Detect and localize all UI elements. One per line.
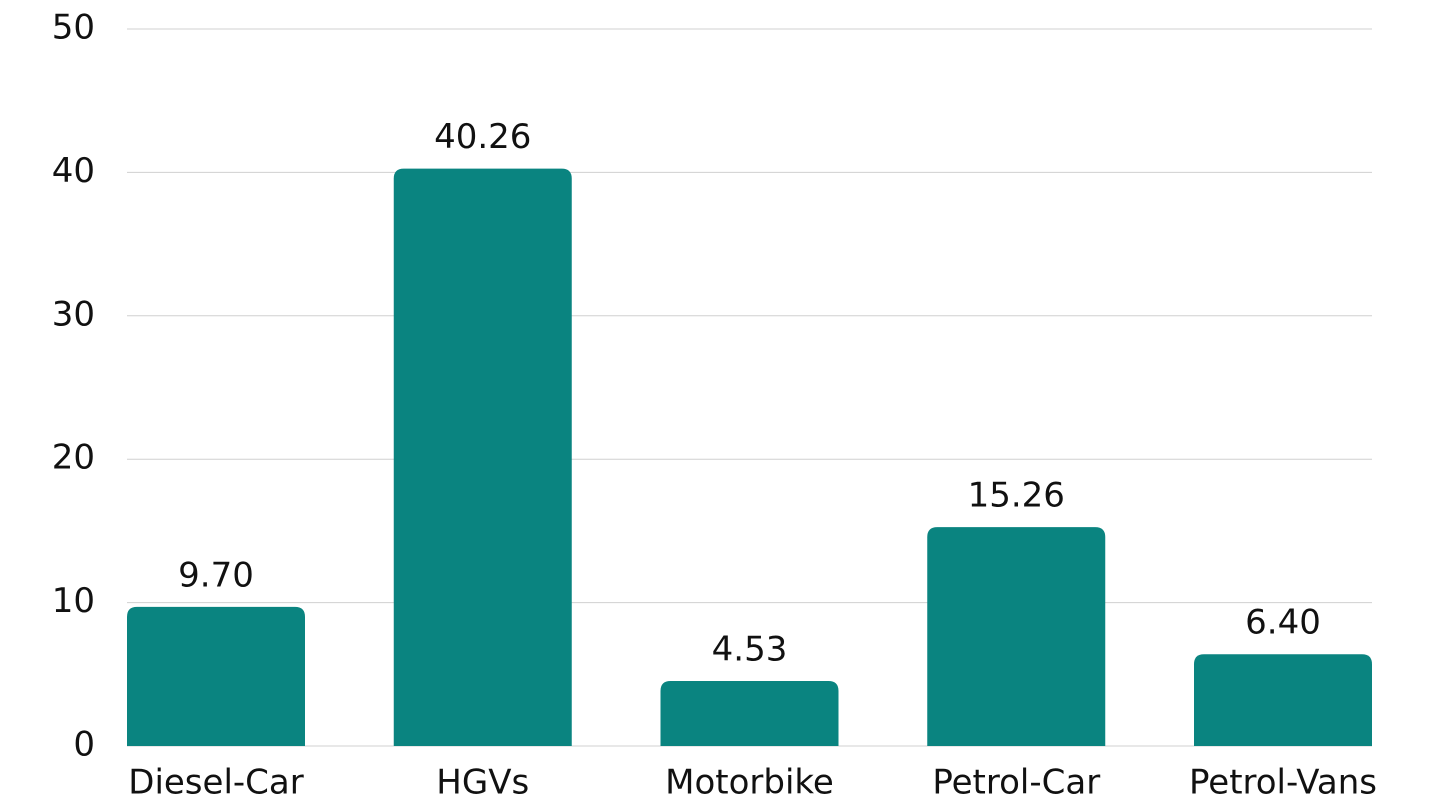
y-tick-label: 0 [73,725,95,765]
bar [393,168,572,746]
value-label: 9.70 [178,555,254,595]
value-label: 4.53 [712,630,788,670]
bar [660,681,839,746]
x-tick-label: Motorbike [665,763,834,803]
value-label: 15.26 [968,476,1065,516]
x-tick-label: Petrol-Vans [1189,763,1377,803]
bar [1194,654,1372,746]
value-label: 6.40 [1245,603,1321,643]
x-tick-label: HGVs [436,763,529,803]
y-tick-label: 40 [52,151,95,191]
value-label: 40.26 [434,117,531,157]
bar [927,527,1106,746]
x-tick-label: Petrol-Car [932,763,1100,803]
y-tick-label: 20 [52,438,95,478]
y-tick-label: 50 [52,8,95,48]
x-tick-label: Diesel-Car [128,763,303,803]
y-tick-label: 10 [52,581,95,621]
y-tick-label: 30 [52,294,95,334]
bar [127,606,305,746]
